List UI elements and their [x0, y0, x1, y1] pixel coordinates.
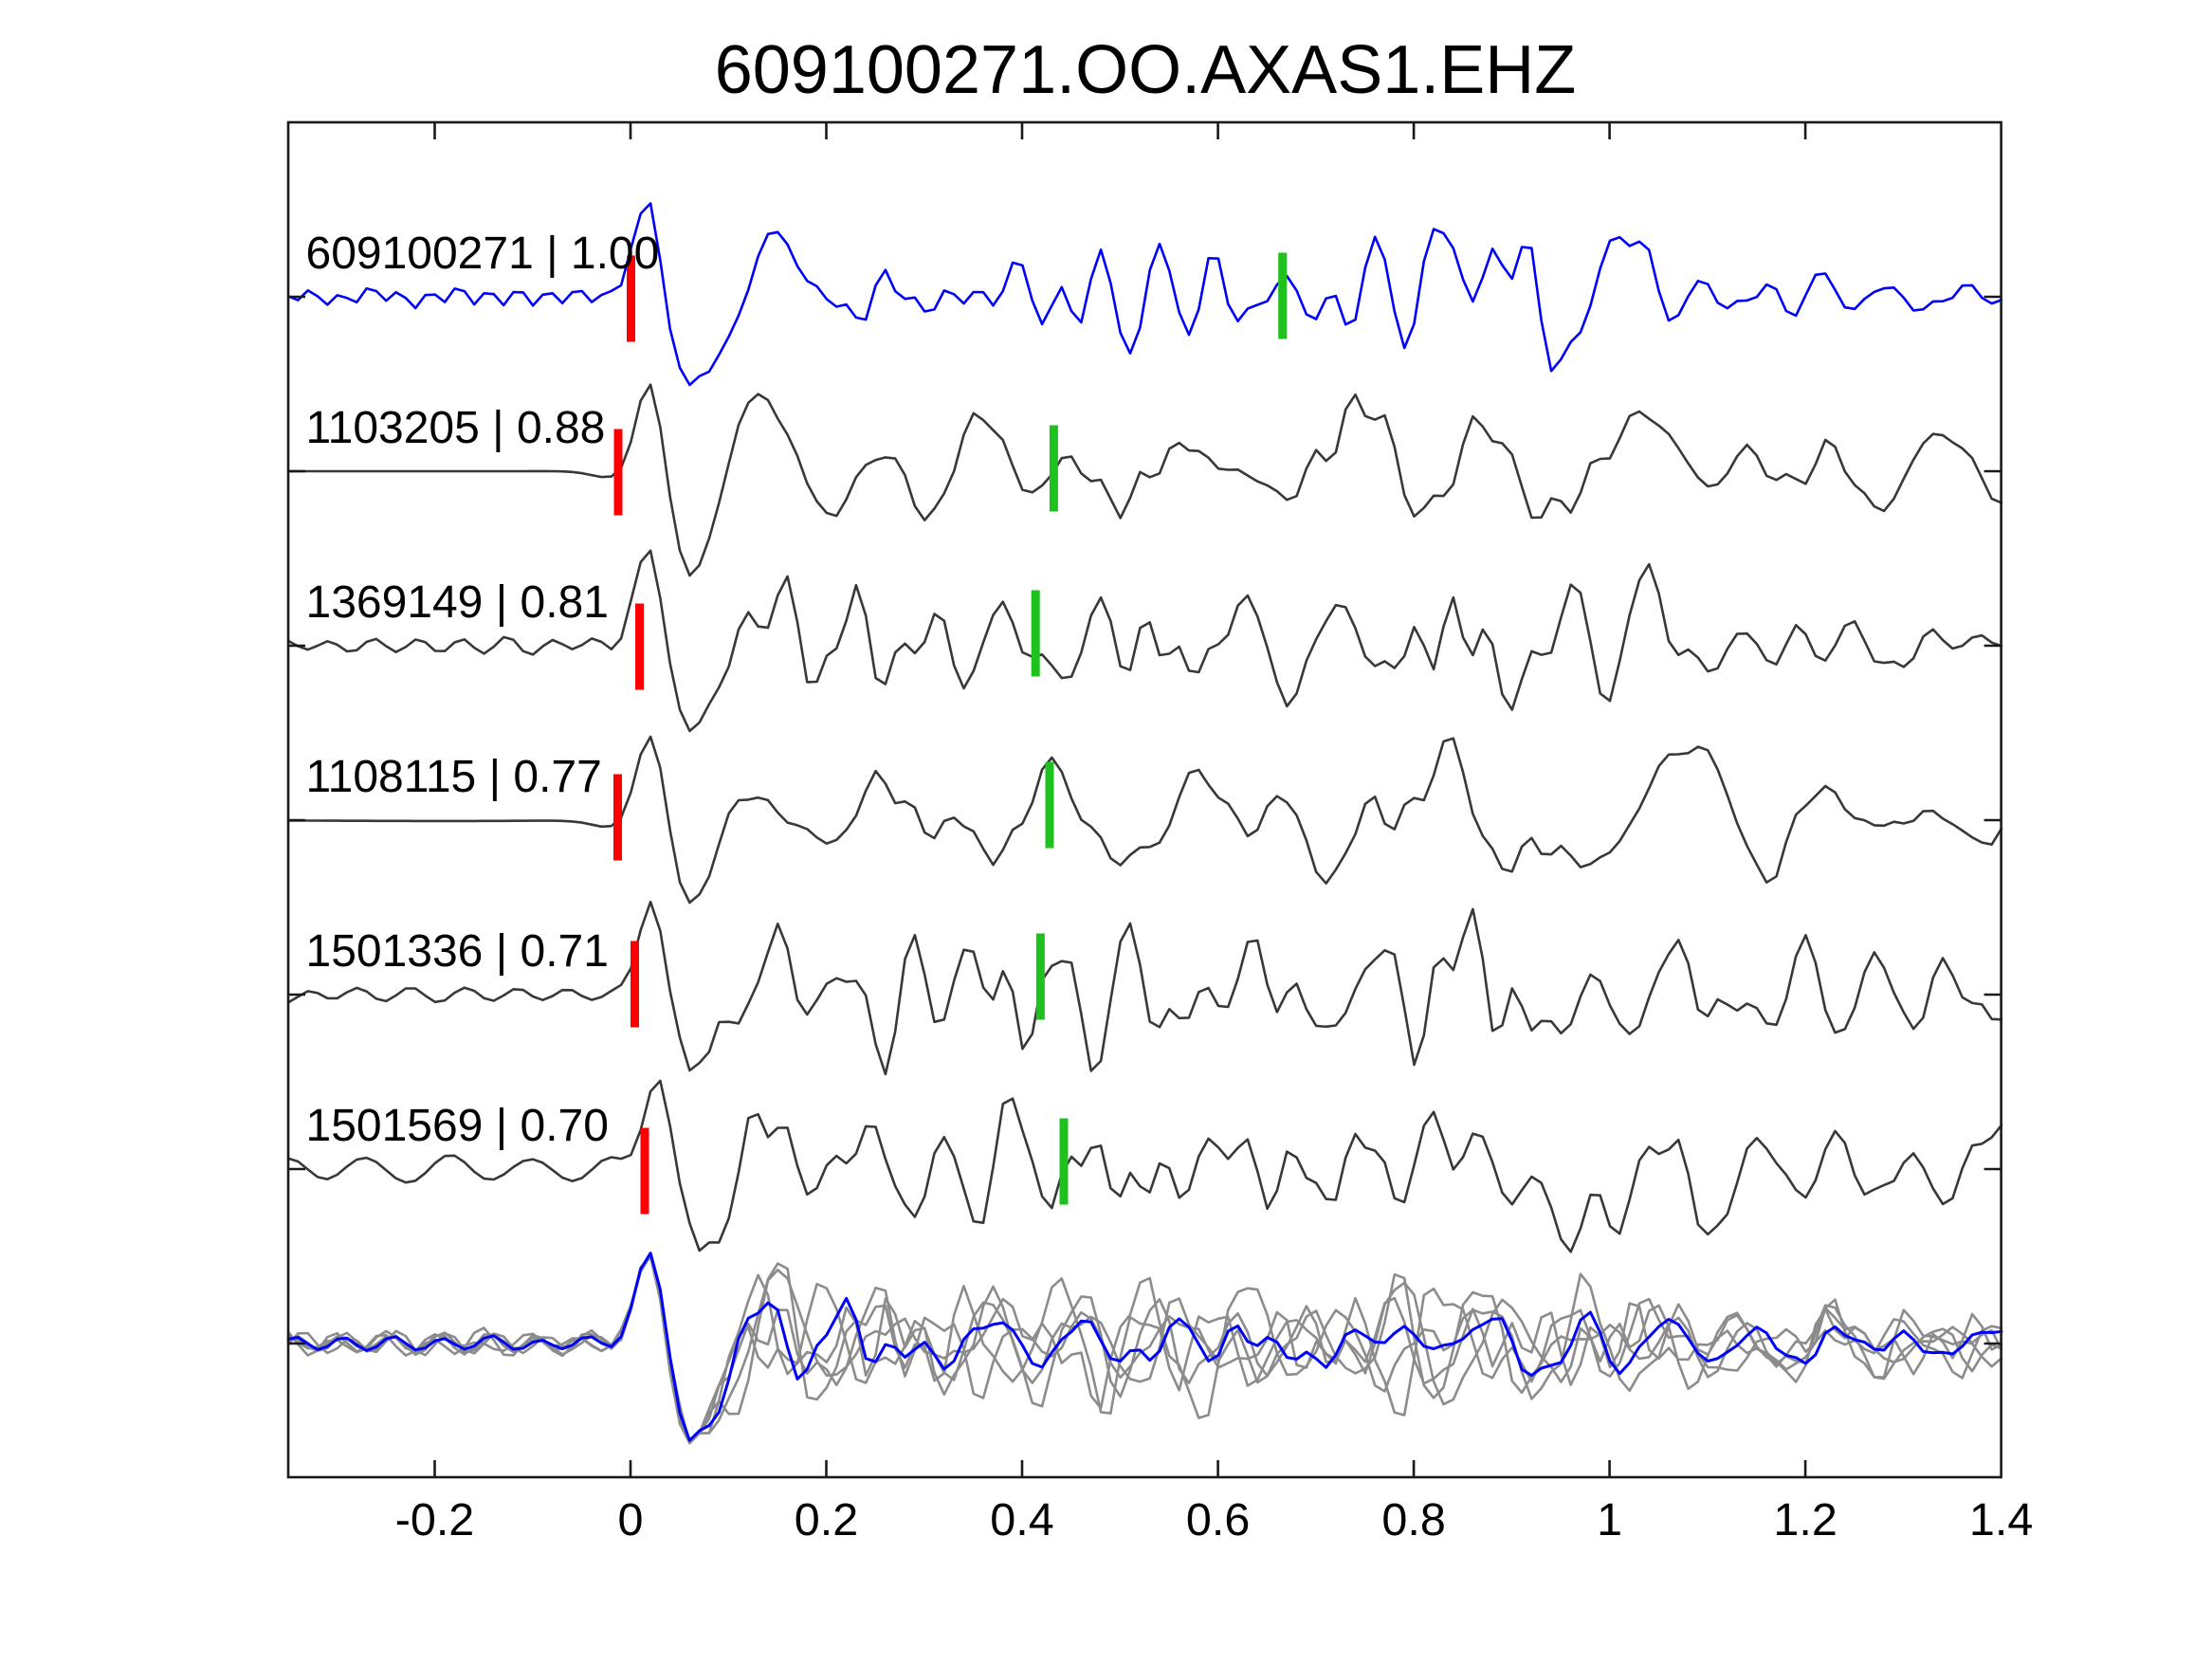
svg-text:1.4: 1.4: [1969, 1494, 2033, 1545]
svg-text:0.8: 0.8: [1381, 1494, 1445, 1545]
svg-text:1108115 | 0.77: 1108115 | 0.77: [306, 752, 602, 802]
svg-text:0.2: 0.2: [795, 1494, 858, 1545]
svg-text:609100271.OO.AXAS1.EHZ: 609100271.OO.AXAS1.EHZ: [715, 32, 1577, 108]
svg-text:609100271 | 1.00: 609100271 | 1.00: [306, 229, 660, 279]
svg-text:-0.2: -0.2: [395, 1494, 475, 1545]
svg-text:1501336 | 0.71: 1501336 | 0.71: [306, 926, 609, 977]
svg-text:1: 1: [1597, 1494, 1622, 1545]
svg-text:0.4: 0.4: [990, 1494, 1053, 1545]
svg-text:1103205 | 0.88: 1103205 | 0.88: [306, 403, 606, 453]
svg-text:0: 0: [618, 1494, 644, 1545]
svg-text:1369149 | 0.81: 1369149 | 0.81: [306, 577, 609, 628]
svg-text:1501569 | 0.70: 1501569 | 0.70: [306, 1101, 609, 1151]
svg-text:0.6: 0.6: [1186, 1494, 1250, 1545]
svg-text:1.2: 1.2: [1773, 1494, 1837, 1545]
